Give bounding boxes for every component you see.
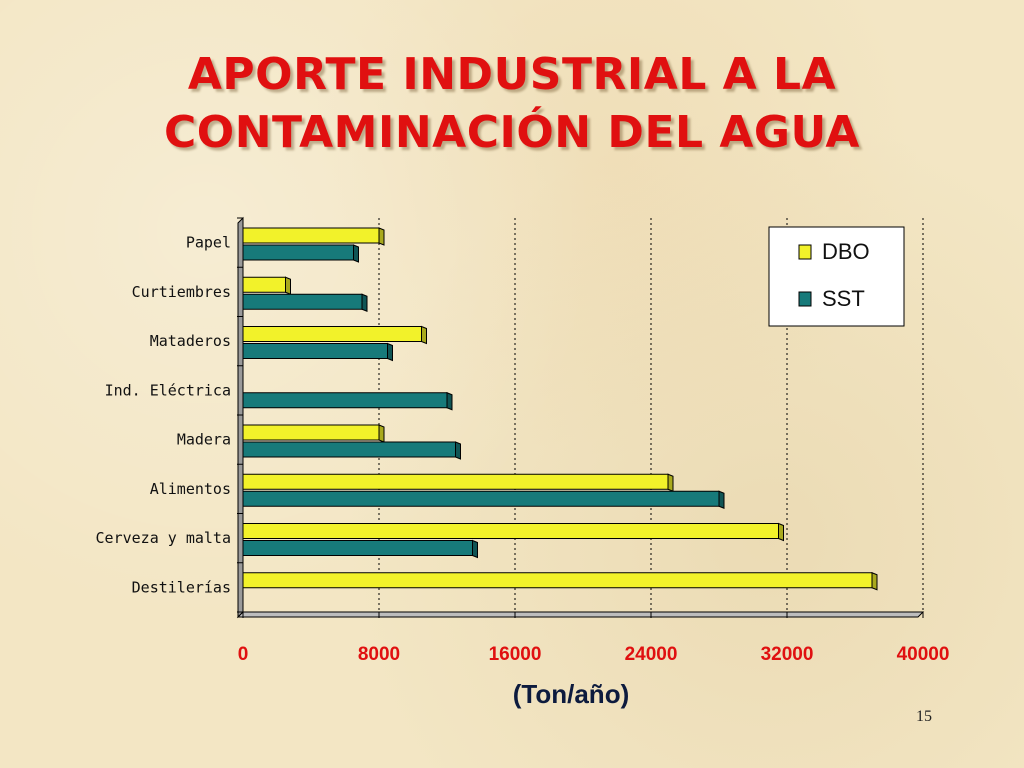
bar-dbo-side [871,572,878,591]
legend-box [768,226,905,327]
bar-dbo-side [378,424,385,443]
bar-sst [242,441,456,458]
category-label: Papel [186,234,231,252]
x-tick-label: 24000 [625,644,678,665]
bar-dbo-side [778,522,784,542]
bar-dbo-side [285,276,291,295]
bar-sst-side [472,539,478,559]
category-label: Destilerías [132,578,231,596]
slide-title: APORTE INDUSTRIAL A LA CONTAMINACIÓN DEL… [0,46,1024,162]
bar-dbo [242,424,380,441]
bar-sst [242,392,448,409]
x-tick-label: 40000 [897,644,950,665]
bar-sst-side [446,392,453,411]
bar-sst-side [353,244,359,263]
bar-dbo [242,227,380,244]
bar-sst [242,293,363,310]
category-label: Alimentos [150,480,231,498]
category-label: Mataderos [150,332,231,350]
bar-sst [242,343,388,359]
legend-swatch-sst [798,291,812,307]
x-tick-label: 8000 [358,644,400,665]
legend-label-dbo: DBO [822,239,870,264]
bar-sst-side [455,441,461,460]
x-axis-title: (Ton/año) [513,679,629,709]
bar-sst [242,540,473,556]
x-tick-label: 32000 [761,644,814,665]
bar-sst-side [387,342,393,362]
bar-dbo [242,572,873,589]
bar-dbo [242,523,779,539]
x-tick-label: 16000 [489,644,542,665]
bar-sst-side [718,490,725,509]
slide-title-line-2: CONTAMINACIÓN DEL AGUA [164,107,860,158]
bar-sst-side [361,293,368,312]
bar-dbo [242,473,669,490]
legend-label-sst: SST [822,286,865,311]
axis-wall [237,216,244,619]
legend-swatch-dbo [798,244,812,260]
category-label: Cerveza y malta [96,529,231,547]
bar-dbo [242,326,422,342]
category-label: Curtiembres [132,283,231,301]
bar-sst [242,490,720,507]
bar-dbo-side [667,473,674,492]
page-number: 15 [916,708,932,725]
bar-sst [242,244,354,261]
axis-floor [236,611,925,618]
x-tick-label: 0 [238,644,249,665]
bar-dbo-side [378,227,385,246]
bar-dbo-side [421,325,427,345]
slide-title-line-1: APORTE INDUSTRIAL A LA [187,49,837,100]
bar-dbo [242,276,286,293]
category-label: Ind. Eléctrica [105,381,231,399]
category-label: Madera [177,431,231,449]
